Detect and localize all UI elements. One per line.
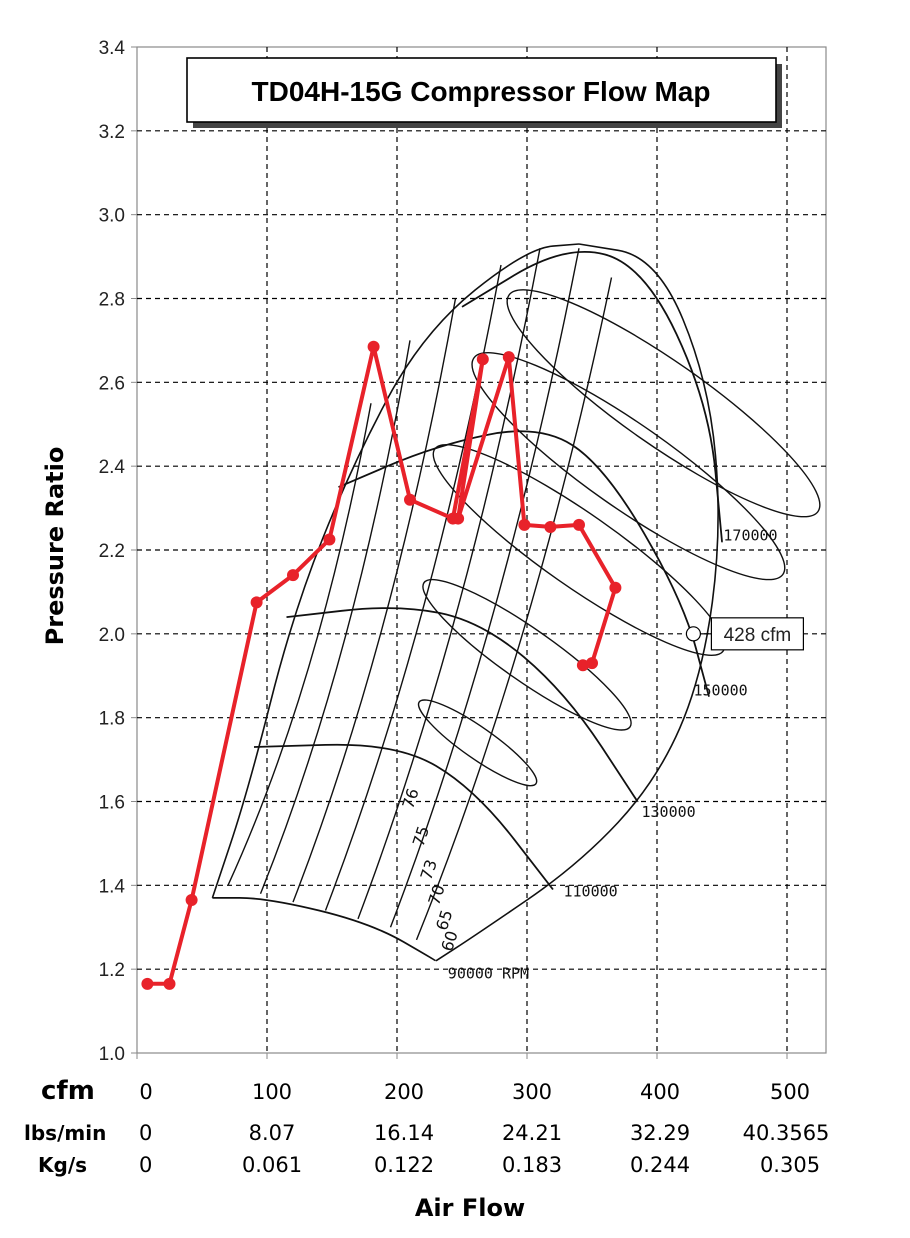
y-tick-label: 2.6 — [99, 373, 125, 394]
x-axis-label: Air Flow — [415, 1194, 525, 1222]
series-point — [609, 581, 622, 594]
unit-row-value: 400 — [640, 1080, 680, 1104]
y-tick-label: 1.0 — [99, 1044, 125, 1065]
efficiency-island — [422, 578, 632, 731]
unit-row-label: lbs/min — [24, 1121, 106, 1145]
y-tick-label: 1.2 — [99, 960, 125, 981]
unit-row-value: 500 — [770, 1080, 810, 1104]
annotation-box — [710, 617, 805, 651]
efficiency-island — [471, 352, 786, 581]
unit-row-value: 40.3565 — [743, 1121, 830, 1145]
flow-annotation: 428 cfm — [685, 617, 805, 651]
series-point — [586, 657, 598, 670]
series-point — [141, 977, 154, 990]
series-point — [502, 351, 515, 364]
chart-title-box: TD04H-15G Compressor Flow Map — [186, 57, 782, 128]
efficiency-contour — [415, 277, 613, 941]
annotation-marker — [685, 626, 702, 642]
y-tick-label: 2.4 — [99, 457, 126, 478]
y-tick-label: 1.6 — [99, 793, 125, 814]
series-point — [573, 518, 585, 531]
gridlines — [131, 46, 826, 1059]
unit-row-value: 0.122 — [374, 1153, 434, 1177]
series-point — [518, 518, 531, 531]
unit-row-value: 32.29 — [630, 1121, 690, 1145]
unit-row-value: 16.14 — [374, 1121, 434, 1145]
unit-row-label: Kg/s — [38, 1153, 87, 1177]
y-tick-label: 2.8 — [99, 290, 125, 311]
unit-row-value: 300 — [512, 1080, 552, 1104]
speed-line-label: 170000 — [723, 526, 777, 544]
choke-line — [435, 243, 719, 962]
series-point — [404, 493, 416, 506]
unit-row-value: 24.21 — [502, 1121, 562, 1145]
series-line — [147, 344, 618, 986]
unit-row-label: cfm — [41, 1076, 95, 1106]
speed-line-label: 130000 — [642, 803, 696, 821]
unit-row-value: 8.07 — [249, 1121, 296, 1145]
y-tick-label: 1.8 — [99, 709, 125, 730]
compressor-map-contours: 90000 RPM1100001300001500001700007675737… — [211, 243, 821, 982]
series-point — [287, 569, 299, 582]
speed-line-label: 150000 — [694, 681, 748, 699]
unit-row-value: 0.061 — [242, 1153, 302, 1177]
series-point — [367, 340, 380, 353]
efficiency-contour — [292, 298, 457, 903]
speed-line — [286, 607, 639, 803]
unit-row-value: 0 — [139, 1080, 152, 1104]
annotation-text: 428 cfm — [724, 625, 792, 646]
efficiency-contour — [357, 248, 541, 920]
speed-line — [212, 896, 437, 962]
y-tick-label: 2.0 — [99, 625, 125, 646]
unit-row-value: 200 — [384, 1080, 424, 1104]
unit-row-value: 0.305 — [760, 1153, 820, 1177]
y-tick-label: 3.0 — [99, 206, 125, 227]
series-point — [163, 977, 176, 990]
unit-row-value: 0.183 — [502, 1153, 562, 1177]
x-axis-unit-rows: cfm 0 100 200 300 400 500 lbs/min 0 8.07 16.14 24.2… — [24, 1076, 829, 1177]
speed-line-label: 110000 — [564, 883, 618, 901]
series-point — [576, 659, 589, 672]
unit-row-value: 0 — [139, 1121, 152, 1145]
series-point — [452, 512, 465, 525]
speed-line — [253, 743, 554, 891]
unit-row-value: 100 — [252, 1080, 292, 1104]
y-tick-label: 1.4 — [99, 876, 126, 897]
unit-row-value: 0 — [139, 1153, 152, 1177]
y-axis-label: Pressure Ratio — [41, 447, 69, 646]
speed-line — [461, 251, 723, 543]
chart-title: TD04H-15G Compressor Flow Map — [252, 76, 711, 107]
unit-row-value: 0.244 — [630, 1153, 690, 1177]
series-point — [323, 533, 336, 546]
series-point — [250, 596, 263, 609]
efficiency-contour — [389, 248, 580, 928]
series-point — [476, 353, 489, 366]
efficiency-island — [506, 289, 821, 518]
y-tick-label: 2.2 — [99, 541, 125, 562]
red-data-series — [141, 340, 622, 990]
series-point — [544, 520, 557, 533]
y-tick-label: 3.4 — [99, 38, 126, 59]
efficiency-island — [417, 699, 538, 787]
y-tick-labels: 1.0 1.2 1.4 1.6 1.8 2.0 2.2 2.4 2.6 2.8 3.0 3.2 3.4 — [99, 38, 126, 1065]
series-point — [185, 894, 198, 907]
y-tick-label: 3.2 — [99, 122, 125, 143]
speed-line-label: 90000 RPM — [448, 964, 529, 982]
